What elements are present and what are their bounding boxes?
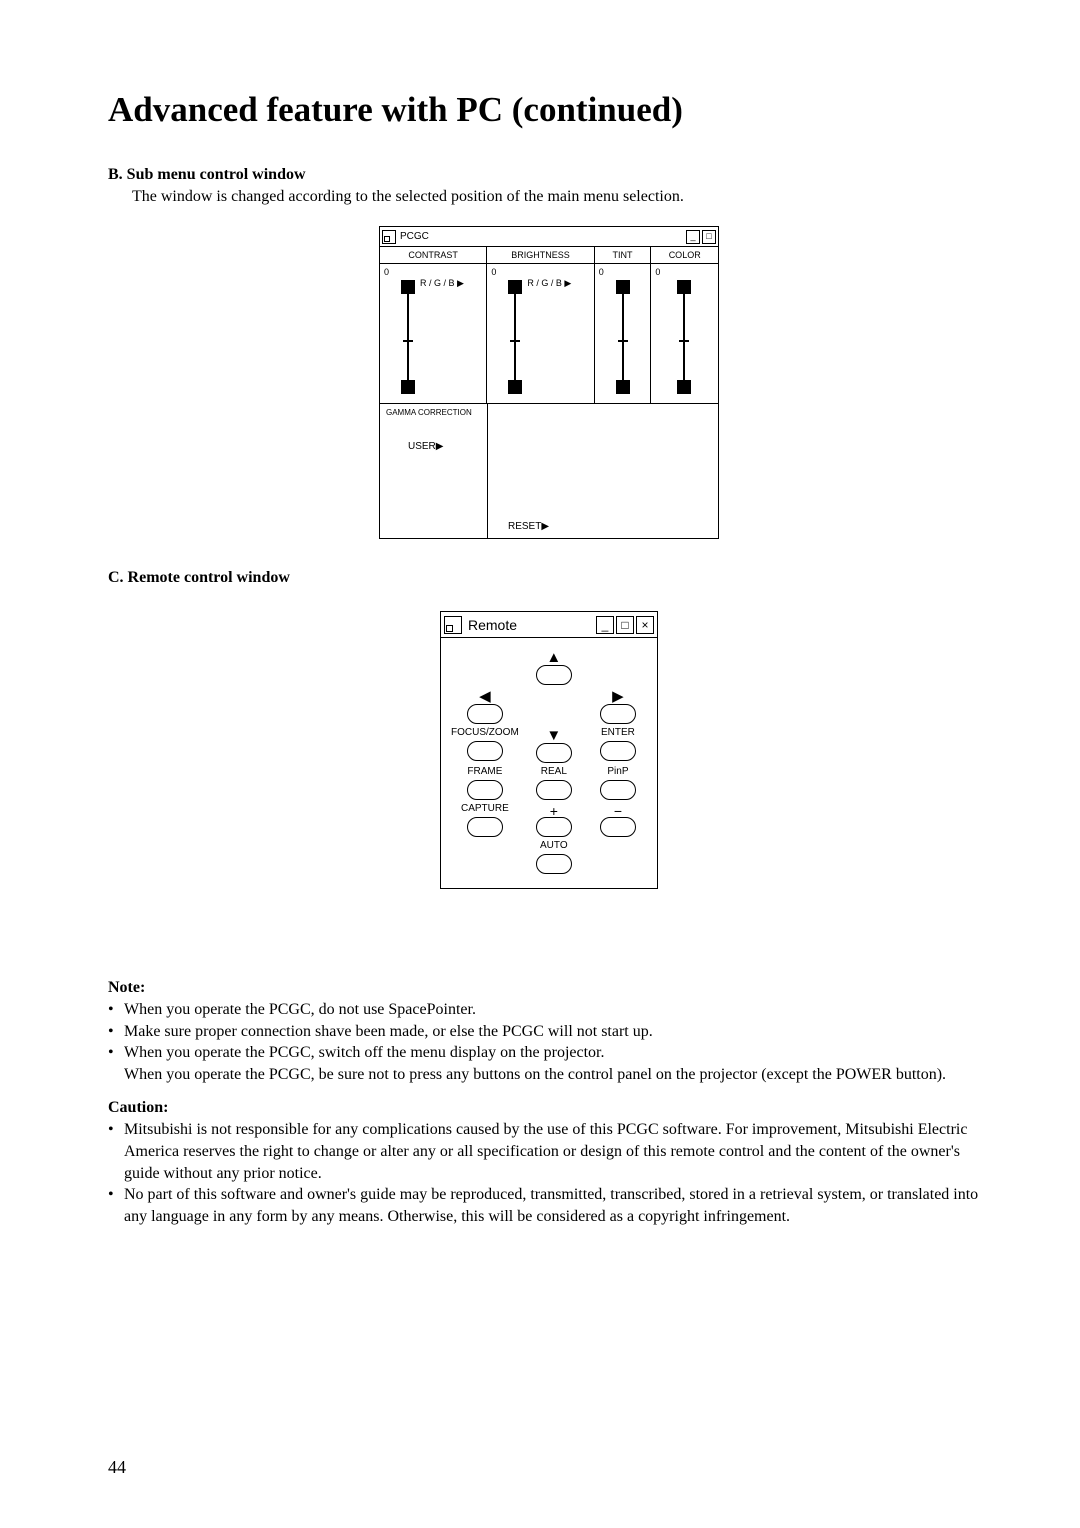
arrow-right-icon: ▶ bbox=[612, 689, 624, 703]
pinp-button[interactable] bbox=[600, 780, 636, 800]
reset-label[interactable]: RESET▶ bbox=[508, 521, 549, 532]
arrow-left-icon: ◀ bbox=[479, 689, 491, 703]
minus-cell: − bbox=[600, 804, 636, 837]
focus-zoom-button[interactable] bbox=[467, 741, 503, 761]
focus-zoom-cell: FOCUS/ZOOM bbox=[451, 728, 519, 763]
arrow-up-icon: ▲ bbox=[546, 650, 561, 664]
section-b-heading: B. Sub menu control window bbox=[108, 166, 990, 184]
brightness-value: 0 bbox=[491, 267, 496, 277]
contrast-value: 0 bbox=[384, 267, 389, 277]
maximize-icon[interactable]: □ bbox=[702, 230, 716, 244]
rgb-label-brightness[interactable]: R / G / B ▶ bbox=[527, 278, 571, 289]
arrow-down-icon: ▼ bbox=[546, 728, 561, 742]
arrow-down-cell: ▼ bbox=[536, 728, 572, 763]
pcgc-sliders: 0 R / G / B ▶ 0 R / G / B ▶ 0 0 bbox=[380, 264, 718, 404]
note-heading: Note: bbox=[108, 979, 990, 997]
pcgc-bottom: GAMMA CORRECTION USER▶ RESET▶ bbox=[380, 404, 718, 538]
tab-brightness[interactable]: BRIGHTNESS bbox=[487, 247, 594, 263]
remote-window: Remote _ □ × ▲ ◀ ▶ bbox=[440, 611, 658, 889]
slider-contrast: 0 R / G / B ▶ bbox=[380, 264, 487, 403]
pcgc-titlebar: PCGC _ □ bbox=[380, 227, 718, 247]
minus-label: − bbox=[614, 804, 622, 816]
user-label[interactable]: USER▶ bbox=[408, 441, 481, 452]
rgb-label-contrast[interactable]: R / G / B ▶ bbox=[420, 278, 464, 289]
minus-button[interactable] bbox=[600, 817, 636, 837]
slider-brightness: 0 R / G / B ▶ bbox=[487, 264, 594, 403]
pinp-label: PinP bbox=[607, 767, 628, 779]
tab-contrast[interactable]: CONTRAST bbox=[380, 247, 487, 263]
enter-cell: ENTER bbox=[600, 728, 636, 763]
minimize-icon[interactable]: _ bbox=[596, 616, 614, 634]
slider-color: 0 bbox=[651, 264, 718, 403]
arrow-up-cell: ▲ bbox=[536, 650, 572, 685]
arrow-right-cell: ▶ bbox=[600, 689, 636, 724]
frame-button[interactable] bbox=[467, 780, 503, 800]
auto-label: AUTO bbox=[540, 841, 568, 853]
real-button[interactable] bbox=[536, 780, 572, 800]
frame-cell: FRAME bbox=[467, 767, 503, 800]
page-number: 44 bbox=[108, 1457, 126, 1478]
plus-label: + bbox=[550, 804, 558, 816]
capture-cell: CAPTURE bbox=[461, 804, 509, 837]
capture-label: CAPTURE bbox=[461, 804, 509, 816]
brightness-slider[interactable] bbox=[507, 280, 523, 394]
section-b-desc: The window is changed according to the s… bbox=[132, 188, 990, 206]
remote-titlebar: Remote _ □ × bbox=[441, 612, 657, 638]
caution-item: Mitsubishi is not responsible for any co… bbox=[108, 1119, 990, 1184]
caution-heading: Caution: bbox=[108, 1099, 990, 1117]
tab-color[interactable]: COLOR bbox=[651, 247, 718, 263]
gamma-label: GAMMA CORRECTION bbox=[386, 408, 481, 417]
slider-tint: 0 bbox=[595, 264, 652, 403]
arrow-right-button[interactable] bbox=[600, 704, 636, 724]
note-item: Make sure proper connection shave been m… bbox=[108, 1021, 990, 1043]
plus-button[interactable] bbox=[536, 817, 572, 837]
note-item: When you operate the PCGC, switch off th… bbox=[108, 1042, 990, 1085]
note-item: When you operate the PCGC, do not use Sp… bbox=[108, 999, 990, 1021]
enter-button[interactable] bbox=[600, 741, 636, 761]
pcgc-title: PCGC bbox=[400, 231, 686, 242]
pcgc-window: PCGC _ □ CONTRAST BRIGHTNESS TINT COLOR … bbox=[379, 226, 719, 539]
arrow-up-button[interactable] bbox=[536, 665, 572, 685]
auto-button[interactable] bbox=[536, 854, 572, 874]
real-label: REAL bbox=[541, 767, 567, 779]
section-c-heading: C. Remote control window bbox=[108, 569, 990, 587]
window-icon bbox=[382, 230, 396, 244]
tab-tint[interactable]: TINT bbox=[595, 247, 652, 263]
color-value: 0 bbox=[655, 267, 660, 277]
real-cell: REAL bbox=[536, 767, 572, 800]
maximize-icon[interactable]: □ bbox=[616, 616, 634, 634]
caution-list: Mitsubishi is not responsible for any co… bbox=[108, 1119, 990, 1227]
minimize-icon[interactable]: _ bbox=[686, 230, 700, 244]
note-list: When you operate the PCGC, do not use Sp… bbox=[108, 999, 990, 1085]
arrow-down-button[interactable] bbox=[536, 743, 572, 763]
tint-value: 0 bbox=[599, 267, 604, 277]
tint-slider[interactable] bbox=[615, 280, 631, 394]
frame-label: FRAME bbox=[467, 767, 502, 779]
auto-cell: AUTO bbox=[536, 841, 572, 874]
enter-label: ENTER bbox=[601, 728, 635, 740]
window-icon bbox=[444, 616, 462, 634]
page-title: Advanced feature with PC (continued) bbox=[108, 90, 990, 130]
arrow-left-button[interactable] bbox=[467, 704, 503, 724]
focus-zoom-label: FOCUS/ZOOM bbox=[451, 728, 519, 740]
color-slider[interactable] bbox=[676, 280, 692, 394]
capture-button[interactable] bbox=[467, 817, 503, 837]
plus-cell: + bbox=[536, 804, 572, 837]
caution-item: No part of this software and owner's gui… bbox=[108, 1184, 990, 1227]
pcgc-tabs: CONTRAST BRIGHTNESS TINT COLOR bbox=[380, 247, 718, 264]
pinp-cell: PinP bbox=[600, 767, 636, 800]
close-icon[interactable]: × bbox=[636, 616, 654, 634]
contrast-slider[interactable] bbox=[400, 280, 416, 394]
remote-title: Remote bbox=[468, 617, 596, 633]
arrow-left-cell: ◀ bbox=[467, 689, 503, 724]
